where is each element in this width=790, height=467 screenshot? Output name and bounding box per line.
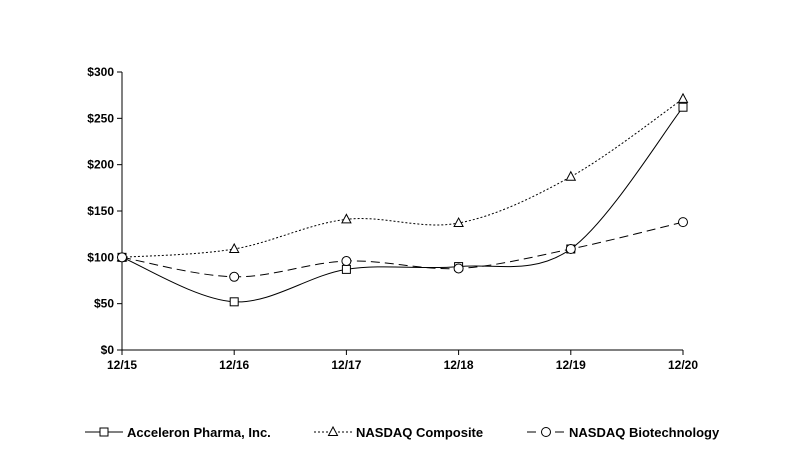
data-point-triangle <box>453 216 464 228</box>
legend-label: Acceleron Pharma, Inc. <box>127 425 271 440</box>
y-tick-label: $150 <box>87 204 114 218</box>
data-point-triangle <box>565 170 577 181</box>
x-tick-label: 12/15 <box>107 358 137 372</box>
data-point-circle <box>341 256 352 267</box>
legend-marker-triangle <box>327 425 339 436</box>
chart-axes: $0 $50 $100 $150 $200 $250 $300 12/15 12/16 12/17… <box>87 65 698 372</box>
data-point-circle <box>453 263 464 274</box>
y-tick-label: $300 <box>87 65 114 79</box>
data-point-circle <box>117 252 127 263</box>
x-tick-label: 12/18 <box>444 358 474 372</box>
legend-marker-circle <box>541 427 551 437</box>
data-point-triangle <box>677 92 689 103</box>
data-point-triangle <box>228 242 240 253</box>
series-line-1 <box>121 98 684 258</box>
x-tick-label: 12/19 <box>556 358 586 372</box>
data-point-triangle <box>341 213 352 224</box>
data-point-circle <box>229 271 240 282</box>
chart-legend: Acceleron Pharma, Inc. NASDAQ Composite NA… <box>85 425 720 440</box>
legend-label: NASDAQ Composite <box>356 425 483 440</box>
y-tick-label: $200 <box>87 158 114 172</box>
y-tick-label: $100 <box>87 250 114 264</box>
x-tick-label: 12/17 <box>331 358 361 372</box>
series-line-2 <box>121 221 684 278</box>
y-tick-label: $250 <box>87 111 114 125</box>
legend-label: NASDAQ Biotechnology <box>569 425 720 440</box>
legend-marker-square <box>99 427 109 437</box>
data-point-square <box>341 264 351 274</box>
data-point-square <box>678 102 688 112</box>
x-tick-label: 12/16 <box>219 358 249 372</box>
chart-series <box>116 92 689 307</box>
x-tick-label: 12/20 <box>668 358 698 372</box>
series-line-0 <box>121 106 684 303</box>
data-point-circle <box>565 243 576 254</box>
y-tick-label: $0 <box>101 343 115 357</box>
y-tick-label: $50 <box>94 297 114 311</box>
data-point-square <box>229 297 239 307</box>
data-point-circle <box>678 217 688 228</box>
